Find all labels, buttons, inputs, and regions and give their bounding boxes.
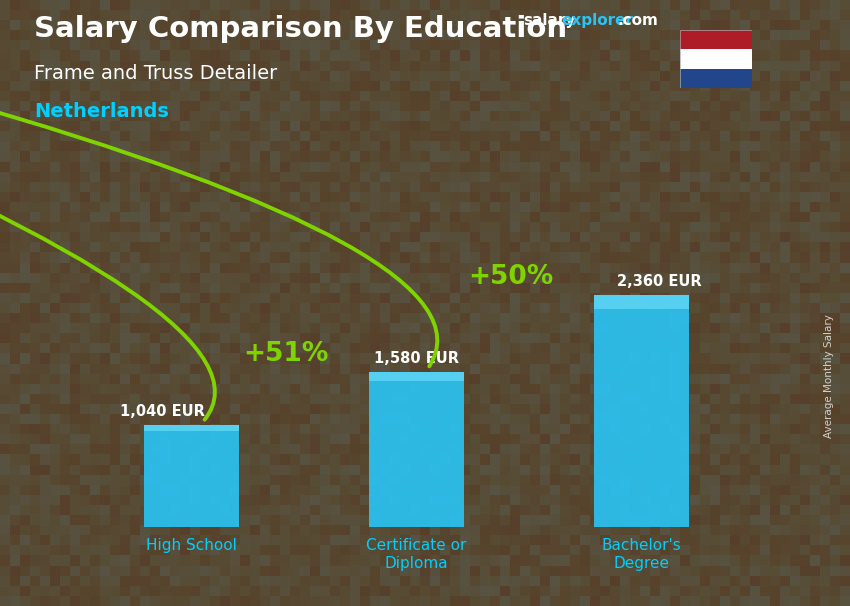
Bar [369,371,464,381]
Text: .com: .com [617,13,658,28]
Text: Salary Comparison By Education: Salary Comparison By Education [34,15,567,43]
Bar [594,295,688,527]
Text: 2,360 EUR: 2,360 EUR [617,275,701,290]
Text: 1,580 EUR: 1,580 EUR [374,351,459,366]
Text: Frame and Truss Detailer: Frame and Truss Detailer [34,64,277,82]
Bar [680,50,752,68]
Bar [680,30,752,50]
Bar [680,68,752,88]
Text: +51%: +51% [243,341,329,367]
Text: salary: salary [523,13,575,28]
Text: explorer: explorer [561,13,633,28]
Bar [594,295,688,309]
Text: Netherlands: Netherlands [34,102,169,121]
Bar [144,425,239,527]
Text: 1,040 EUR: 1,040 EUR [120,404,205,419]
Bar [369,371,464,527]
Bar [144,425,239,431]
Text: Average Monthly Salary: Average Monthly Salary [824,314,834,438]
Text: +50%: +50% [468,264,553,290]
